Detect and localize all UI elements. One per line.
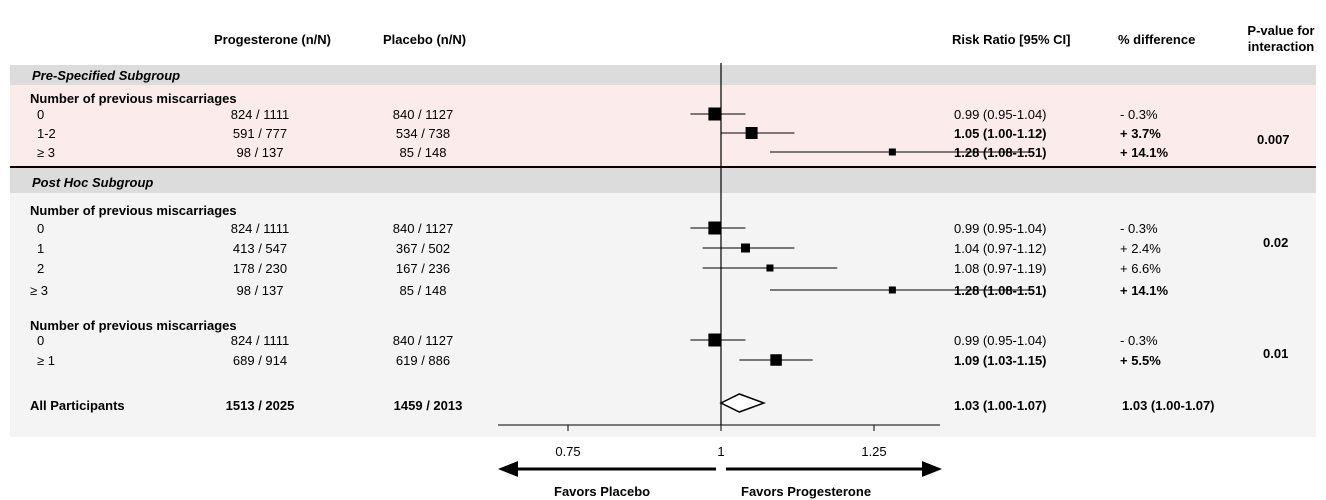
estimate-square	[708, 333, 722, 347]
favors-progesterone-arrowhead	[922, 461, 942, 477]
header-placebo: Placebo (n/N)	[383, 32, 467, 47]
row-risk-ratio: 1.05 (1.00-1.12)	[954, 126, 1047, 141]
header-risk-ratio: Risk Ratio [95% CI]	[952, 32, 1071, 47]
row-placebo: 85 / 148	[399, 145, 447, 160]
row-placebo: 534 / 738	[395, 126, 451, 141]
row-pct-diff: - 0.3%	[1120, 107, 1158, 122]
row-risk-ratio: 1.08 (0.97-1.19)	[954, 261, 1047, 276]
group-header-3: Number of previous miscarriages	[30, 318, 237, 333]
overall-risk-ratio: 1.03 (1.00-1.07)	[954, 398, 1047, 413]
estimate-square	[888, 148, 896, 156]
row-label: ≥ 1	[37, 353, 55, 368]
favors-progesterone-label: Favors Progesterone	[741, 484, 872, 499]
p-value-posthoc-1: 0.02	[1263, 235, 1289, 250]
row-placebo: 840 / 1127	[392, 333, 454, 348]
estimate-square	[740, 243, 750, 253]
row-risk-ratio: 0.99 (0.95-1.04)	[954, 333, 1047, 348]
overall-label: All Participants	[30, 398, 125, 413]
estimate-square	[888, 286, 896, 294]
row-progesterone: 689 / 914	[232, 353, 288, 368]
estimate-square	[708, 107, 722, 121]
row-progesterone: 824 / 1111	[230, 107, 290, 122]
prespecified-header-band	[10, 65, 1316, 85]
overall-progesterone: 1513 / 2025	[225, 398, 295, 413]
row-risk-ratio: 1.04 (0.97-1.12)	[954, 241, 1047, 256]
header-p-interaction-2: interaction	[1247, 39, 1315, 54]
header-p-interaction-1: P-value for	[1247, 23, 1315, 38]
row-risk-ratio: 1.09 (1.03-1.15)	[954, 353, 1047, 368]
favors-placebo-label: Favors Placebo	[554, 484, 651, 499]
row-risk-ratio: 0.99 (0.95-1.04)	[954, 221, 1047, 236]
row-progesterone: 98 / 137	[236, 283, 284, 298]
header-progesterone: Progesterone (n/N)	[214, 32, 332, 47]
row-label: 0	[37, 221, 45, 236]
row-pct-diff: + 3.7%	[1120, 126, 1161, 141]
row-progesterone: 824 / 1111	[230, 221, 290, 236]
row-placebo: 85 / 148	[399, 283, 447, 298]
row-placebo: 167 / 236	[395, 261, 451, 276]
row-risk-ratio: 0.99 (0.95-1.04)	[954, 107, 1047, 122]
row-progesterone: 98 / 137	[236, 145, 284, 160]
overall-diamond	[719, 393, 767, 413]
row-placebo: 840 / 1127	[392, 107, 454, 122]
row-label: 1-2	[37, 126, 56, 141]
header-pct-diff: % difference	[1118, 32, 1196, 47]
p-value-prespecified: 0.007	[1257, 132, 1290, 147]
row-label: ≥ 3	[30, 283, 48, 298]
p-value-posthoc-2: 0.01	[1263, 346, 1289, 361]
row-progesterone: 591 / 777	[232, 126, 288, 141]
row-pct-diff: + 14.1%	[1120, 283, 1169, 298]
row-pct-diff: + 2.4%	[1120, 241, 1161, 256]
row-pct-diff: - 0.3%	[1120, 333, 1158, 348]
row-placebo: 367 / 502	[395, 241, 451, 256]
favors-placebo-arrowhead	[498, 461, 518, 477]
row-label: 2	[37, 261, 45, 276]
tick-label: 0.75	[555, 444, 581, 459]
group-header-1: Number of previous miscarriages	[30, 91, 237, 106]
overall-pct-diff: 1.03 (1.00-1.07)	[1122, 398, 1215, 413]
row-pct-diff: + 6.6%	[1120, 261, 1161, 276]
tick-label: 1	[717, 444, 725, 459]
tick-label: 1.25	[861, 444, 887, 459]
estimate-square	[766, 264, 774, 272]
posthoc-header-band	[10, 168, 1316, 193]
row-label: 1	[37, 241, 45, 256]
estimate-square	[770, 354, 782, 366]
section-divider	[10, 166, 1316, 168]
estimate-square	[745, 127, 758, 139]
row-progesterone: 413 / 547	[232, 241, 288, 256]
row-label: 0	[37, 107, 45, 122]
prespecified-band	[10, 85, 1316, 167]
row-pct-diff: + 5.5%	[1120, 353, 1161, 368]
row-label: ≥ 3	[37, 145, 55, 160]
section-prespecified: Pre-Specified Subgroup	[32, 68, 181, 83]
row-placebo: 619 / 886	[395, 353, 451, 368]
estimate-square	[708, 221, 722, 235]
row-progesterone: 178 / 230	[232, 261, 288, 276]
row-placebo: 840 / 1127	[392, 221, 454, 236]
row-label: 0	[37, 333, 45, 348]
row-progesterone: 824 / 1111	[230, 333, 290, 348]
posthoc-band	[10, 193, 1316, 437]
row-pct-diff: + 14.1%	[1120, 145, 1169, 160]
row-pct-diff: - 0.3%	[1120, 221, 1158, 236]
group-header-2: Number of previous miscarriages	[30, 203, 237, 218]
overall-placebo: 1459 / 2013	[393, 398, 463, 413]
section-posthoc: Post Hoc Subgroup	[32, 175, 154, 190]
